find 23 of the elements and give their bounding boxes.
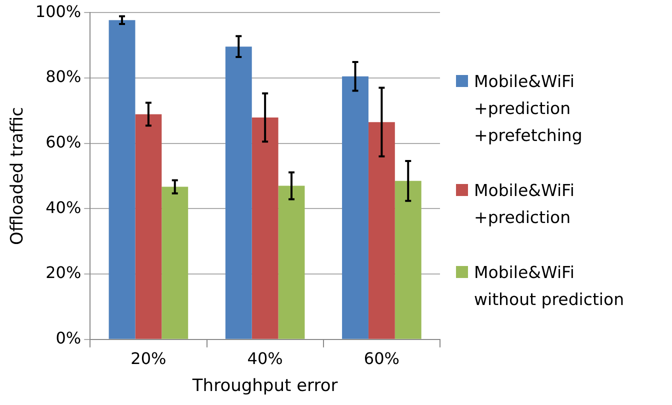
y-tick-label: 0% [56,328,82,348]
x-tick-label: 20% [130,349,166,368]
y-tick-label: 80% [46,67,82,86]
bar [225,46,252,339]
bar [342,76,368,339]
bar [278,186,305,339]
y-tick-label: 20% [46,263,82,282]
x-tick-label: 60% [364,349,400,368]
legend-label: Mobile&WiFi +prediction +prefetching [474,71,582,147]
x-axis-title: Throughput error [191,376,338,396]
bar [162,186,188,339]
y-tick-label: 100% [35,2,82,21]
bar [135,114,162,339]
x-tick-label: 40% [247,349,283,368]
y-axis-title: Offloaded traffic [8,107,28,245]
bar [108,20,136,339]
y-tick-label: 60% [46,132,82,152]
bar [368,122,395,339]
legend-label: Mobile&WiFi without prediction [474,262,624,311]
bar [394,180,422,339]
legend-label: Mobile&WiFi +prediction [474,180,574,229]
y-tick-label: 40% [46,198,82,217]
bar [252,118,278,339]
